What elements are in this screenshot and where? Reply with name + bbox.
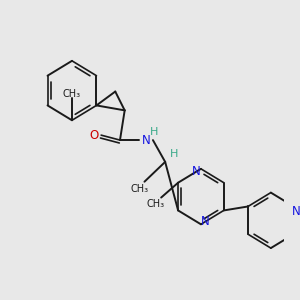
Text: N: N: [292, 205, 300, 218]
Text: H: H: [150, 127, 158, 137]
Text: H: H: [169, 149, 178, 159]
Text: N: N: [142, 134, 151, 147]
Text: CH₃: CH₃: [63, 88, 81, 98]
Text: N: N: [192, 165, 201, 178]
Text: N: N: [201, 215, 210, 228]
Text: O: O: [89, 129, 98, 142]
Text: CH₃: CH₃: [146, 200, 165, 209]
Text: CH₃: CH₃: [131, 184, 149, 194]
